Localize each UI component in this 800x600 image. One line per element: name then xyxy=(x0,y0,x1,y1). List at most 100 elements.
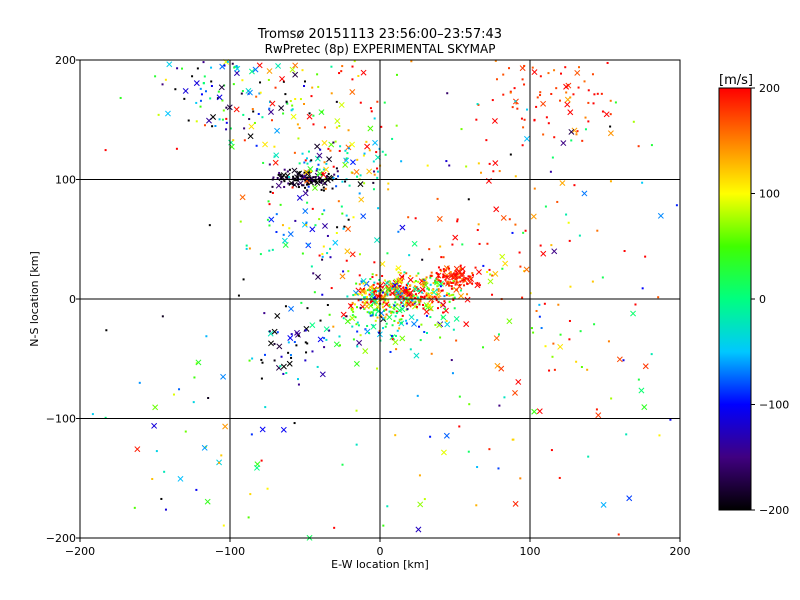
meteor-dot-marker xyxy=(340,70,343,73)
meteor-dot-marker xyxy=(384,316,387,319)
meteor-x-marker xyxy=(314,155,321,162)
meteor-x-marker xyxy=(280,363,287,370)
meteor-dot-marker xyxy=(255,144,258,147)
meteor-dot-marker xyxy=(183,97,186,100)
meteor-dot-marker xyxy=(448,164,451,167)
meteor-x-marker xyxy=(134,446,141,453)
meteor-dot-marker xyxy=(389,280,392,283)
meteor-dot-marker xyxy=(382,327,385,330)
meteor-dot-marker xyxy=(557,303,560,306)
meteor-dot-marker xyxy=(538,303,541,306)
meteor-dot-marker xyxy=(591,280,594,283)
meteor-dot-marker xyxy=(287,351,290,354)
meteor-x-marker xyxy=(366,168,373,175)
meteor-dot-marker xyxy=(419,300,422,303)
meteor-dot-marker xyxy=(445,275,448,278)
meteor-dot-marker xyxy=(383,101,386,104)
meteor-dot-marker xyxy=(297,137,300,140)
meteor-dot-marker xyxy=(241,90,244,93)
meteor-dot-marker xyxy=(338,72,341,75)
meteor-dot-marker xyxy=(294,219,297,222)
meteor-dot-marker xyxy=(342,270,345,273)
meteor-x-marker xyxy=(506,318,513,325)
meteor-x-marker xyxy=(427,305,434,312)
meteor-dot-marker xyxy=(286,102,289,105)
meteor-x-marker xyxy=(309,322,316,329)
meteor-dot-marker xyxy=(526,108,529,111)
meteor-dot-marker xyxy=(398,327,401,330)
meteor-dot-marker xyxy=(251,108,254,111)
meteor-dot-marker xyxy=(429,316,432,319)
meteor-dot-marker xyxy=(208,224,211,227)
meteor-dot-marker xyxy=(248,359,251,362)
meteor-x-marker xyxy=(475,269,482,275)
meteor-x-marker xyxy=(403,288,409,295)
meteor-x-marker xyxy=(600,501,607,508)
meteor-dot-marker xyxy=(395,124,398,127)
meteor-dot-marker xyxy=(405,319,408,322)
meteor-dot-marker xyxy=(284,305,287,308)
meteor-dot-marker xyxy=(539,94,542,97)
meteor-x-marker xyxy=(500,214,507,221)
meteor-dot-marker xyxy=(231,62,234,65)
meteor-dot-marker xyxy=(311,86,314,89)
meteor-dot-marker xyxy=(273,145,276,148)
meteor-x-marker xyxy=(317,336,324,343)
meteor-dot-marker xyxy=(444,308,447,311)
meteor-dot-marker xyxy=(303,102,306,105)
meteor-dot-marker xyxy=(529,292,532,295)
meteor-dot-marker xyxy=(368,149,371,152)
meteor-dot-marker xyxy=(422,307,425,310)
meteor-x-marker xyxy=(408,314,415,321)
meteor-dot-marker xyxy=(370,110,373,113)
meteor-dot-marker xyxy=(282,80,285,83)
meteor-dot-marker xyxy=(352,310,355,313)
meteor-x-marker xyxy=(385,286,391,293)
meteor-dot-marker xyxy=(437,290,440,293)
meteor-dot-marker xyxy=(289,354,292,357)
meteor-dot-marker xyxy=(453,307,456,310)
meteor-dot-marker xyxy=(351,78,354,81)
meteor-dot-marker xyxy=(382,524,385,527)
meteor-x-marker xyxy=(412,286,419,293)
meteor-dot-marker xyxy=(308,112,311,115)
meteor-dot-marker xyxy=(345,157,348,160)
meteor-x-marker xyxy=(266,68,273,75)
meteor-dot-marker xyxy=(427,296,430,299)
meteor-x-marker xyxy=(453,265,460,272)
meteor-dot-marker xyxy=(181,67,184,70)
meteor-dot-marker xyxy=(329,149,332,152)
meteor-dot-marker xyxy=(301,252,304,255)
meteor-dot-marker xyxy=(442,274,445,277)
meteor-dot-marker xyxy=(400,318,403,321)
meteor-dot-marker xyxy=(404,286,407,289)
meteor-dot-marker xyxy=(358,274,361,277)
meteor-dot-marker xyxy=(437,288,440,291)
meteor-dot-marker xyxy=(465,165,468,168)
meteor-dot-marker xyxy=(446,292,449,295)
meteor-x-marker xyxy=(358,196,365,203)
meteor-dot-marker xyxy=(467,278,470,281)
meteor-dot-marker xyxy=(226,60,229,63)
meteor-dot-marker xyxy=(516,107,519,110)
meteor-dot-marker xyxy=(386,291,389,294)
meteor-dot-marker xyxy=(568,338,571,341)
meteor-dot-marker xyxy=(291,182,294,185)
meteor-dot-marker xyxy=(538,315,541,318)
meteor-dot-marker xyxy=(418,474,421,477)
meteor-dot-marker xyxy=(232,139,235,142)
meteor-dot-marker xyxy=(269,190,272,193)
meteor-dot-marker xyxy=(535,105,538,108)
meteor-dot-marker xyxy=(437,307,440,310)
meteor-dot-marker xyxy=(553,368,556,371)
meteor-dot-marker xyxy=(577,86,580,89)
meteor-dot-marker xyxy=(570,139,573,142)
meteor-dot-marker xyxy=(448,267,451,270)
meteor-dot-marker xyxy=(378,278,381,281)
meteor-dot-marker xyxy=(273,342,276,345)
meteor-dot-marker xyxy=(387,305,390,308)
meteor-dot-marker xyxy=(279,203,282,206)
meteor-x-marker xyxy=(248,68,255,75)
meteor-dot-marker xyxy=(575,360,578,363)
meteor-dot-marker xyxy=(338,125,341,128)
